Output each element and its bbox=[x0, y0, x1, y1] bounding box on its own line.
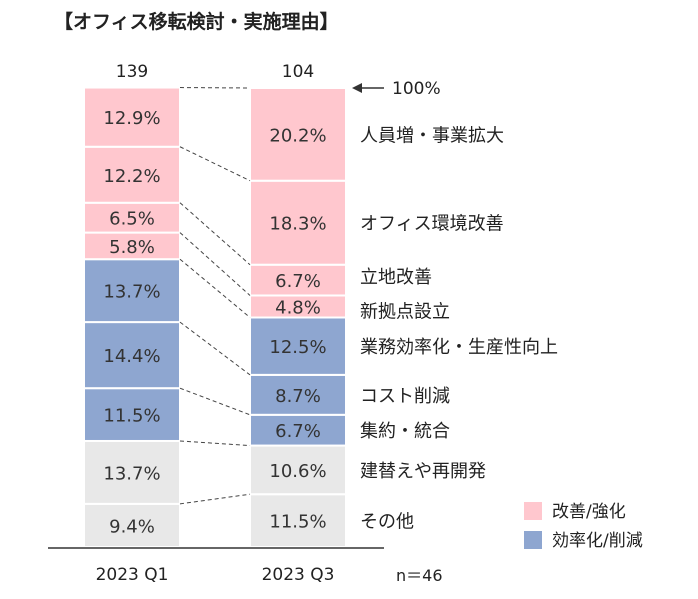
data-label: 6.5% bbox=[109, 209, 155, 230]
series-label: 立地改善 bbox=[360, 267, 432, 288]
bar-segment bbox=[249, 413, 347, 447]
series-label: 業務効率化・生産性向上 bbox=[360, 337, 558, 358]
data-label: 9.4% bbox=[109, 516, 155, 537]
category-label: 2023 Q3 bbox=[262, 565, 335, 585]
bar-segment bbox=[249, 373, 347, 416]
bar-segment bbox=[83, 201, 181, 234]
bar-segment bbox=[249, 444, 347, 496]
data-label: 11.5% bbox=[269, 512, 326, 533]
legend-swatch bbox=[524, 502, 542, 520]
data-label: 8.7% bbox=[275, 386, 321, 407]
bar-segment bbox=[83, 231, 181, 261]
series-label: 新拠点設立 bbox=[360, 301, 450, 322]
bar-segment bbox=[249, 87, 347, 182]
data-label: 20.2% bbox=[269, 125, 326, 146]
connector-line bbox=[179, 493, 251, 505]
bar-segment bbox=[83, 502, 181, 549]
series-label: オフィス環境改善 bbox=[360, 214, 504, 235]
bar-segment bbox=[83, 321, 181, 390]
n-label: n＝46 bbox=[396, 566, 443, 585]
total-arrow-head bbox=[352, 83, 362, 93]
series-label: 建替えや再開発 bbox=[360, 461, 486, 482]
legend-label: 効率化/削減 bbox=[552, 531, 643, 551]
data-label: 10.6% bbox=[269, 461, 326, 482]
data-label: 12.9% bbox=[103, 108, 160, 129]
legend-swatch bbox=[524, 531, 542, 549]
data-label: 14.4% bbox=[103, 346, 160, 367]
bar-segment bbox=[249, 493, 347, 548]
series-label: 人員増・事業拡大 bbox=[360, 125, 504, 146]
bar-segment bbox=[83, 439, 181, 505]
data-label: 5.8% bbox=[109, 237, 155, 258]
chart-title: 【オフィス移転検討・実施理由】 bbox=[54, 10, 339, 33]
category-label: 2023 Q1 bbox=[96, 565, 169, 585]
data-label: 13.7% bbox=[103, 282, 160, 303]
data-label: 4.8% bbox=[275, 297, 321, 318]
bar-segment bbox=[249, 179, 347, 266]
total-label: 104 bbox=[282, 62, 314, 82]
bar-segment bbox=[83, 86, 181, 148]
connector-line bbox=[179, 232, 251, 296]
connector-line bbox=[179, 321, 251, 376]
data-label: 11.5% bbox=[103, 406, 160, 427]
legend-label: 改善/強化 bbox=[552, 502, 626, 522]
connector-line bbox=[179, 258, 251, 318]
connector-line bbox=[179, 387, 251, 416]
series-label: その他 bbox=[360, 512, 414, 533]
data-label: 12.2% bbox=[103, 166, 160, 187]
connector-line bbox=[179, 146, 251, 182]
bar-segment bbox=[83, 145, 181, 204]
total-marker-label: 100% bbox=[392, 79, 441, 99]
series-label: コスト削減 bbox=[360, 386, 450, 407]
series-label: 集約・統合 bbox=[360, 421, 450, 442]
data-label: 18.3% bbox=[269, 214, 326, 235]
bar-segment bbox=[83, 258, 181, 324]
bar-segment bbox=[249, 263, 347, 297]
total-label: 139 bbox=[116, 62, 148, 82]
connector-line bbox=[179, 440, 251, 447]
data-label: 12.5% bbox=[269, 337, 326, 358]
data-label: 6.7% bbox=[275, 421, 321, 442]
data-label: 6.7% bbox=[275, 271, 321, 292]
connector-line bbox=[179, 202, 251, 266]
data-label: 13.7% bbox=[103, 463, 160, 484]
